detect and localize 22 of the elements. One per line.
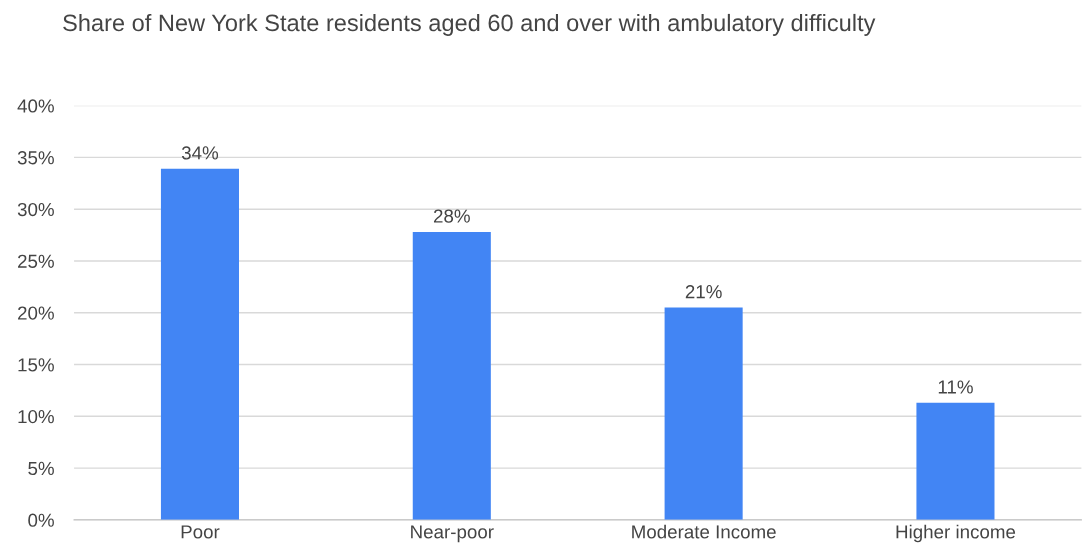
y-tick-label: 5% <box>28 461 54 476</box>
y-tick-label: 20% <box>18 306 54 320</box>
data-label: 21% <box>685 285 722 299</box>
bar <box>160 168 239 520</box>
chart-title: Share of New York State residents aged 60 and over with ambulatory difficulty <box>63 13 876 36</box>
bar <box>412 231 491 520</box>
y-tick-label: 25% <box>18 254 54 268</box>
data-label: 11% <box>938 380 973 394</box>
bar <box>664 307 743 520</box>
y-tick-label: 10% <box>18 410 54 424</box>
y-tick-label: 40% <box>17 99 54 113</box>
x-tick-label: Poor <box>181 525 220 539</box>
y-tick-label: 30% <box>17 202 54 217</box>
x-tick-label: Near-poor <box>411 525 494 543</box>
data-label: 34% <box>181 146 219 160</box>
data-label: 28% <box>433 209 470 223</box>
x-tick-label: Higher income <box>896 524 1016 543</box>
y-tick-label: 0% <box>28 513 54 527</box>
y-tick-label: 15% <box>18 358 54 372</box>
bar <box>916 402 995 520</box>
y-tick-label: 35% <box>17 151 54 165</box>
x-tick-label: Moderate Income <box>632 524 776 539</box>
